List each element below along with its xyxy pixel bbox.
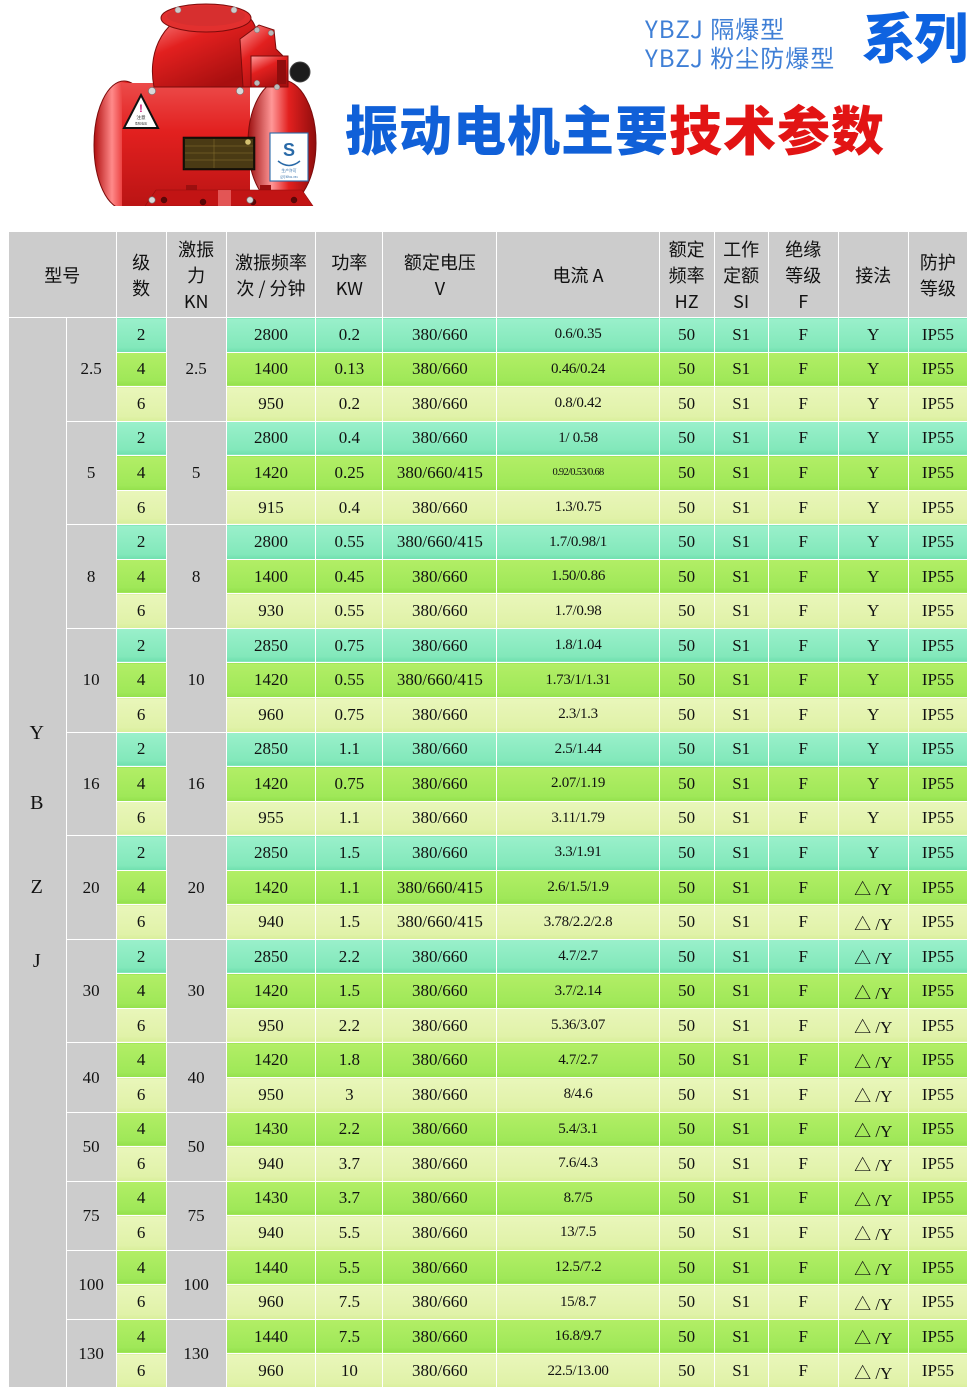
svg-text:证号XK06-091: 证号XK06-091: [280, 175, 298, 179]
svg-text:S: S: [283, 140, 295, 160]
svg-text:危险电压: 危险电压: [135, 121, 147, 126]
svg-text:!: !: [139, 103, 143, 115]
svg-text:生产许可: 生产许可: [281, 168, 296, 174]
